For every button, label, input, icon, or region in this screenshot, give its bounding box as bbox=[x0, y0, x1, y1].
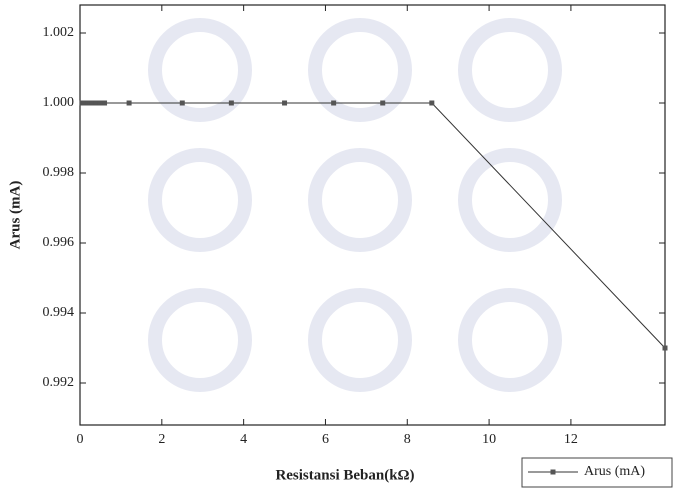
data-point bbox=[282, 101, 287, 106]
x-tick-label: 6 bbox=[322, 432, 329, 447]
data-point bbox=[127, 101, 132, 106]
y-tick-label: 0.992 bbox=[43, 375, 75, 390]
y-axis-label: Arus (mA) bbox=[7, 181, 23, 250]
y-tick-label: 0.998 bbox=[43, 165, 75, 180]
legend-marker bbox=[551, 470, 556, 475]
y-tick-label: 0.994 bbox=[43, 305, 75, 320]
data-point bbox=[180, 101, 185, 106]
watermark bbox=[155, 25, 555, 385]
data-point bbox=[102, 101, 107, 106]
data-point bbox=[380, 101, 385, 106]
x-tick-label: 12 bbox=[564, 432, 578, 447]
chart: Resistansi Beban(kΩ) Arus (mA) 0.992 0.99… bbox=[0, 0, 675, 490]
legend-label: Arus (mA) bbox=[584, 464, 645, 479]
y-tick-label: 0.996 bbox=[43, 235, 75, 250]
data-point bbox=[229, 101, 234, 106]
y-tick-label: 1.002 bbox=[43, 25, 75, 40]
x-tick-label: 0 bbox=[77, 432, 84, 447]
x-tick-label: 8 bbox=[404, 432, 411, 447]
y-tick-label: 1.000 bbox=[43, 95, 75, 110]
x-tick-label: 4 bbox=[240, 432, 247, 447]
x-tick-label: 2 bbox=[158, 432, 165, 447]
data-point bbox=[331, 101, 336, 106]
data-point bbox=[663, 346, 668, 351]
x-axis-label: Resistansi Beban(kΩ) bbox=[275, 467, 414, 483]
page: Resistansi Beban(kΩ) Arus (mA) 0.992 0.99… bbox=[0, 0, 675, 490]
x-tick-label: 10 bbox=[482, 432, 496, 447]
data-point bbox=[429, 101, 434, 106]
